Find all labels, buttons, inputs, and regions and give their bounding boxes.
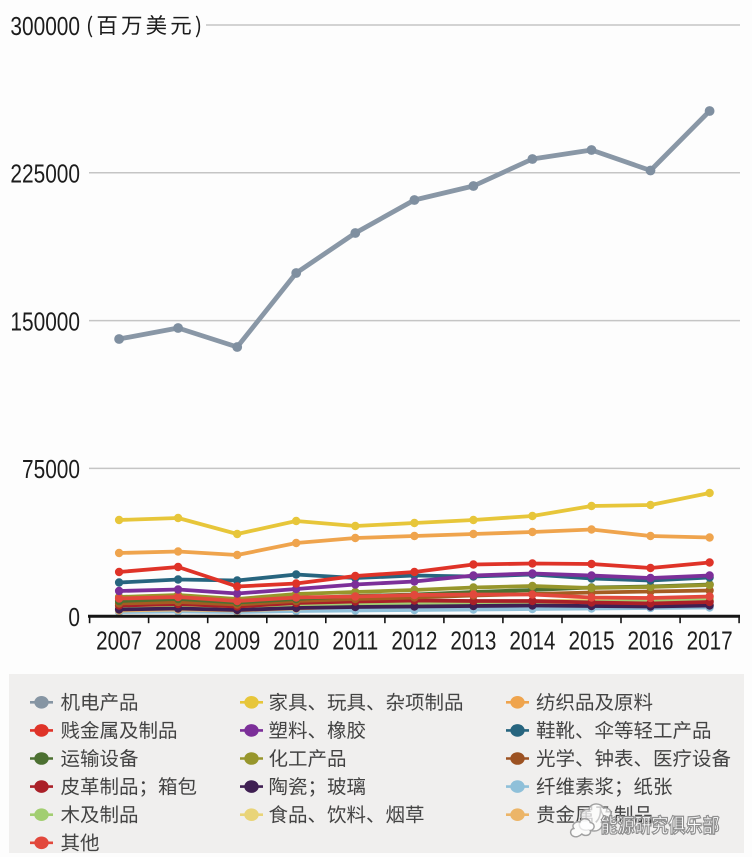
svg-text:150000: 150000 — [10, 306, 80, 336]
svg-text:300000: 300000 — [10, 11, 80, 41]
svg-text:75000: 75000 — [22, 454, 80, 484]
svg-text:2015: 2015 — [569, 625, 615, 655]
svg-text:2016: 2016 — [628, 625, 674, 655]
svg-text:2011: 2011 — [332, 625, 378, 655]
svg-text:2012: 2012 — [391, 625, 437, 655]
svg-text:225000: 225000 — [10, 159, 80, 189]
svg-text:2013: 2013 — [450, 625, 496, 655]
svg-text:2009: 2009 — [214, 625, 260, 655]
svg-text:2010: 2010 — [273, 625, 319, 655]
svg-text:0: 0 — [68, 602, 80, 632]
svg-text:2017: 2017 — [687, 625, 733, 655]
svg-text:2007: 2007 — [96, 625, 142, 655]
svg-text:2008: 2008 — [155, 625, 201, 655]
svg-text:2014: 2014 — [509, 625, 555, 655]
